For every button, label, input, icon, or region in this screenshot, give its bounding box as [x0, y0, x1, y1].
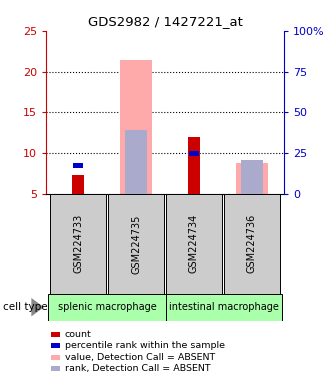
Bar	[72, 175, 84, 194]
Bar	[241, 161, 263, 194]
Text: rank, Detection Call = ABSENT: rank, Detection Call = ABSENT	[65, 364, 210, 373]
Text: GSM224735: GSM224735	[131, 214, 141, 273]
Bar	[189, 151, 199, 156]
Bar	[120, 60, 152, 194]
Bar	[73, 163, 83, 168]
Bar	[236, 163, 268, 194]
Bar	[166, 294, 282, 321]
Bar	[50, 194, 106, 294]
Text: GSM224734: GSM224734	[189, 214, 199, 273]
Title: GDS2982 / 1427221_at: GDS2982 / 1427221_at	[87, 15, 243, 28]
Text: splenic macrophage: splenic macrophage	[58, 302, 156, 312]
Text: count: count	[65, 329, 91, 339]
Text: cell type: cell type	[3, 302, 48, 312]
Text: percentile rank within the sample: percentile rank within the sample	[65, 341, 225, 350]
Text: value, Detection Call = ABSENT: value, Detection Call = ABSENT	[65, 353, 215, 362]
Polygon shape	[31, 298, 44, 316]
Text: GSM224733: GSM224733	[73, 214, 83, 273]
Text: GSM224736: GSM224736	[247, 214, 257, 273]
Bar	[108, 194, 164, 294]
Bar	[48, 294, 166, 321]
Bar	[224, 194, 280, 294]
Bar	[187, 137, 200, 194]
Text: intestinal macrophage: intestinal macrophage	[169, 302, 279, 312]
Bar	[125, 130, 147, 194]
Bar	[166, 194, 222, 294]
